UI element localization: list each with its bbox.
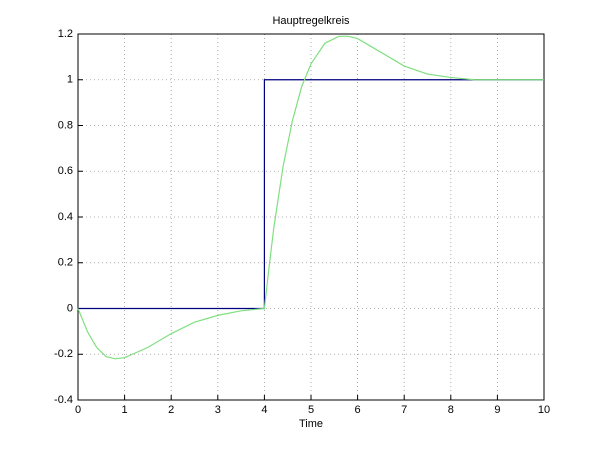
- x-tick-label: 7: [401, 404, 407, 416]
- x-tick-label: 2: [168, 404, 174, 416]
- y-tick-label: -0.4: [54, 394, 73, 406]
- y-tick-label: 1: [67, 74, 73, 86]
- chart-title: Hauptregelkreis: [272, 15, 350, 27]
- y-tick-label: 0.2: [58, 257, 73, 269]
- x-tick-label: 10: [538, 404, 550, 416]
- y-tick-label: 0.8: [58, 119, 73, 131]
- y-tick-label: 1.2: [58, 28, 73, 40]
- x-tick-label: 0: [75, 404, 81, 416]
- x-tick-label: 6: [355, 404, 361, 416]
- series-line: [78, 79, 544, 310]
- plot-frame: [77, 33, 545, 401]
- y-tick-label: 0: [67, 302, 73, 314]
- x-tick-label: 3: [215, 404, 221, 416]
- x-tick-label: 8: [448, 404, 454, 416]
- y-tick-label: 0.4: [58, 211, 73, 223]
- x-axis-label: Time: [299, 418, 323, 430]
- x-tick-label: 1: [122, 404, 128, 416]
- y-tick-label: -0.2: [54, 348, 73, 360]
- y-tick-label: 0.6: [58, 165, 73, 177]
- x-tick-label: 5: [308, 404, 314, 416]
- x-tick-label: 4: [261, 404, 267, 416]
- x-tick-label: 9: [494, 404, 500, 416]
- series-line: [77, 35, 544, 360]
